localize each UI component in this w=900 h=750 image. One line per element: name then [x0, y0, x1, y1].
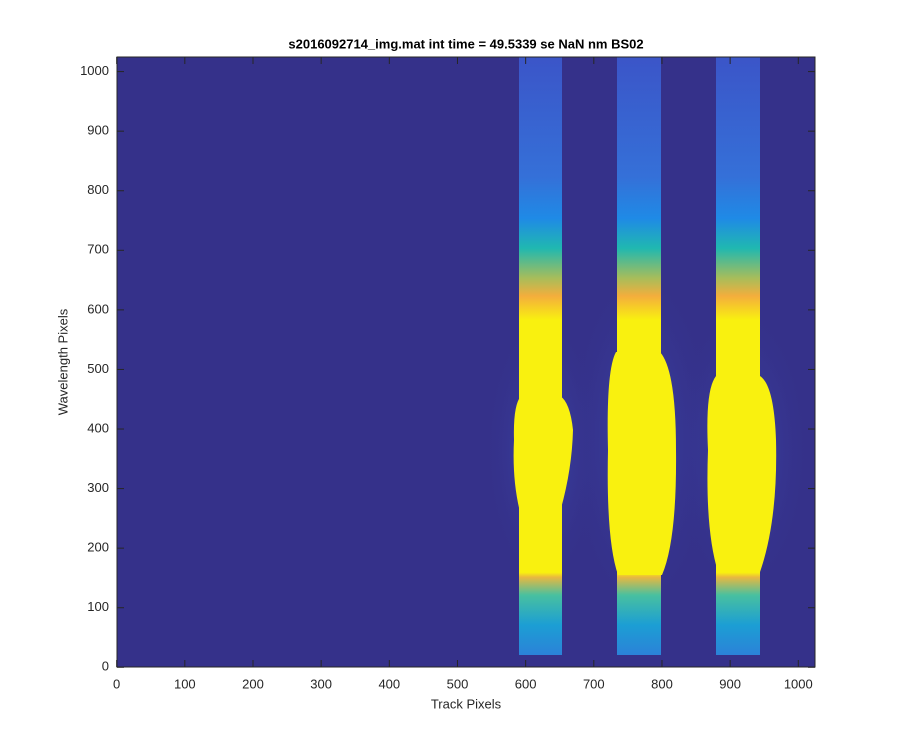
x-tick-label: 800	[651, 676, 673, 691]
x-tick-label: 0	[113, 676, 120, 691]
y-axis-label: Wavelength Pixels	[55, 308, 70, 415]
y-tick-label: 800	[87, 182, 109, 197]
y-tick-label: 0	[102, 659, 109, 674]
x-tick-label: 600	[515, 676, 537, 691]
x-tick-label: 400	[378, 676, 400, 691]
y-tick-label: 500	[87, 361, 109, 376]
y-tick-label: 1000	[80, 63, 109, 78]
y-tick-label: 200	[87, 540, 109, 555]
y-tick-label: 600	[87, 301, 109, 316]
x-tick-label: 900	[719, 676, 741, 691]
axes-box	[116, 56, 816, 668]
y-tick-label: 300	[87, 480, 109, 495]
y-tick-label: 900	[87, 123, 109, 138]
chart-title: s2016092714_img.mat int time = 49.5339 s…	[288, 36, 643, 51]
x-tick-label: 200	[242, 676, 264, 691]
x-tick-label: 300	[310, 676, 332, 691]
x-tick-label: 500	[447, 676, 469, 691]
y-tick-label: 400	[87, 420, 109, 435]
x-axis-label: Track Pixels	[431, 696, 502, 711]
x-tick-label: 1000	[784, 676, 813, 691]
y-tick-label: 700	[87, 242, 109, 257]
y-tick-label: 100	[87, 599, 109, 614]
x-tick-label: 100	[174, 676, 196, 691]
image	[117, 57, 815, 667]
x-tick-label: 700	[583, 676, 605, 691]
